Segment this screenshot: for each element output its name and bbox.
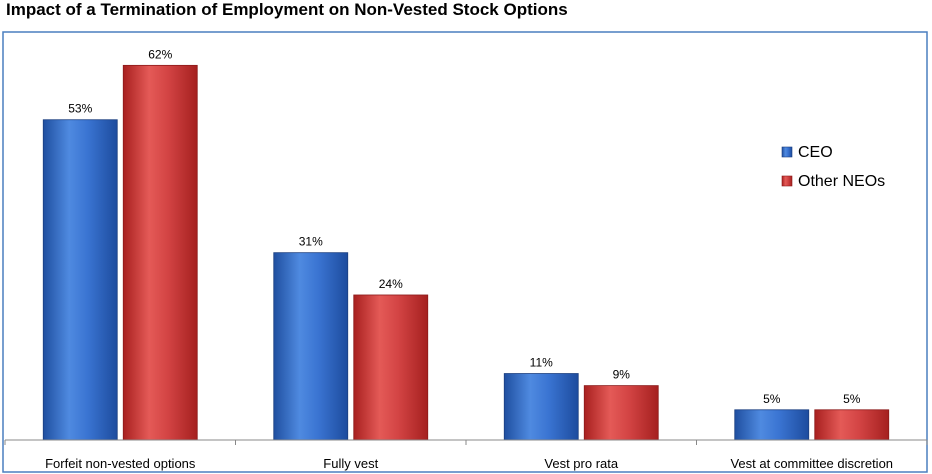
data-label: 53% — [68, 102, 92, 116]
data-label: 31% — [299, 235, 323, 249]
bar-other-neos-3 — [814, 409, 890, 441]
bar-other-neos-2 — [583, 385, 659, 441]
data-label: 24% — [379, 277, 403, 291]
legend-swatch-other-neos — [781, 175, 793, 187]
data-label: 5% — [763, 392, 781, 406]
category-label: Vest pro rata — [544, 456, 618, 471]
data-label: 9% — [613, 368, 631, 382]
plot-frame — [2, 31, 928, 473]
legend-label: CEO — [798, 144, 833, 161]
legend-swatch-ceo — [781, 146, 793, 158]
data-label: 11% — [530, 356, 553, 370]
category-label: Forfeit non-vested options — [45, 456, 196, 471]
bar-ceo-0 — [42, 119, 118, 441]
category-label: Fully vest — [323, 456, 378, 471]
bar-ceo-1 — [273, 252, 349, 441]
bar-ceo-2 — [503, 373, 579, 441]
chart-title: Impact of a Termination of Employment on… — [6, 0, 568, 19]
bar-other-neos-0 — [122, 64, 198, 441]
bar-other-neos-1 — [353, 294, 429, 441]
category-label: Vest at committee discretion — [730, 456, 893, 471]
legend-label: Other NEOs — [798, 173, 885, 190]
data-label: 62% — [148, 47, 172, 61]
data-label: 5% — [843, 392, 861, 406]
bar-ceo-3 — [734, 409, 810, 441]
